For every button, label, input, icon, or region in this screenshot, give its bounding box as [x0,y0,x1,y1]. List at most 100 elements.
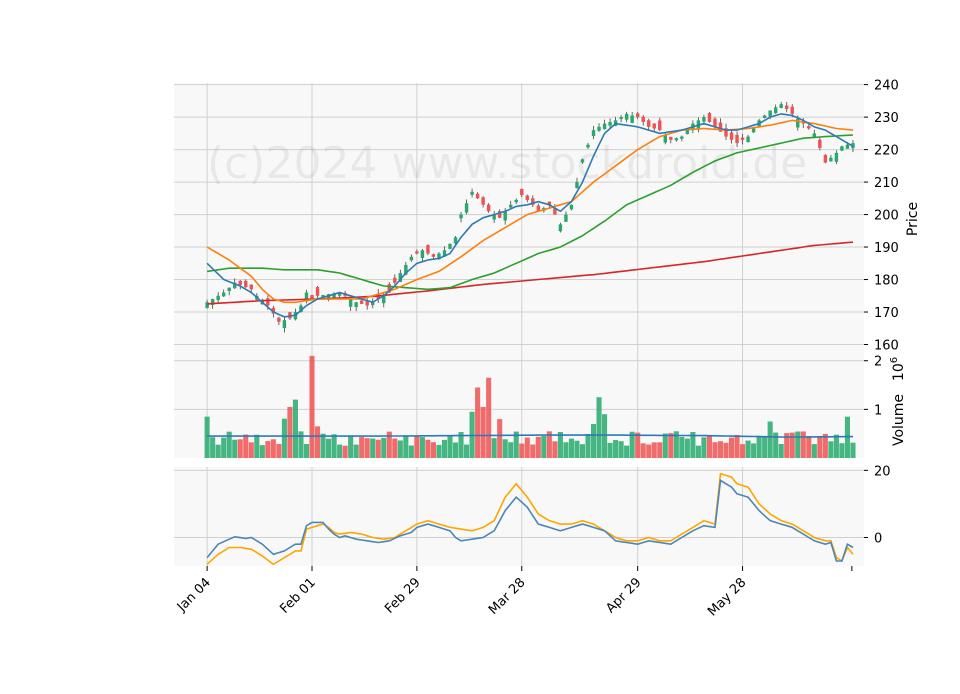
candle-body [310,295,314,300]
volume-bar [326,438,332,458]
volume-bar [684,438,690,458]
candle-body [652,123,656,129]
candle-body [271,307,276,314]
candle-body [768,110,772,117]
volume-bar [662,433,668,458]
candle-body [481,197,485,205]
candle-body [647,120,651,127]
candle-body [635,113,640,118]
volume-bar [690,431,696,458]
candle-body [796,118,800,128]
candle-body [431,254,436,257]
volume-axis-label: Volume [891,394,907,446]
candle-body [740,137,745,140]
volume-bar [557,431,563,458]
x-tick-label: May 28 [705,575,749,619]
volume-bar [524,437,530,458]
volume-bar [624,445,630,458]
volume-bar [607,442,613,458]
candle-body [536,205,541,212]
volume-bar [303,444,310,458]
candle-body [591,130,596,137]
volume-tick-label: 2 [874,355,882,370]
volume-bar [436,444,442,458]
candle-body [597,126,601,131]
candle-body [547,201,552,205]
volume-bar [728,437,735,458]
volume-bar [778,444,784,458]
volume-bar [817,435,823,458]
volume-bar [337,444,343,458]
volume-bar [486,377,492,458]
volume-bar [828,441,834,458]
candle-body [420,250,425,259]
osc-tick-label: 20 [874,464,891,479]
sma50-line [206,134,854,291]
volume-bar [403,435,409,458]
candle-body [624,113,629,120]
candle-body [834,152,839,162]
candle-body [475,193,480,199]
volume-bar [226,431,232,458]
candle-body [404,264,408,275]
candle-body [729,132,734,140]
volume-bar [734,434,740,458]
volume-bar [789,432,795,458]
candle-body [227,287,231,291]
candle-body [674,138,679,141]
price-tick-label: 190 [874,241,899,256]
candle-body [205,302,209,309]
candle-body [337,292,342,296]
volume-bar [596,397,602,458]
volume-bar [204,416,210,458]
candle-body [829,157,833,162]
volume-bar [309,355,315,458]
volume-bar [629,431,635,458]
candle-body [277,317,281,322]
candle-body [564,214,568,222]
price-tick-label: 230 [874,111,899,126]
candle-body [393,277,397,283]
candle-body [773,107,778,114]
candle-body [525,195,529,200]
candle-body [619,117,623,120]
candle-body [531,198,535,205]
watermark: (c)2024 www.stockdroid.de [207,138,807,189]
candle-body [602,123,607,130]
candle-body [497,211,502,218]
volume-bar [254,434,260,458]
candle-body [448,243,452,249]
volume-bar [767,421,773,458]
candle-body [470,191,474,195]
volume-bar [281,418,287,458]
price-tick-label: 170 [874,306,899,321]
candle-body [315,287,320,296]
candle-body [663,134,667,143]
volume-bar [806,436,812,458]
volume-bar [519,443,525,458]
volume-bar [441,439,448,458]
volume-bar [773,432,779,458]
candle-body [486,204,491,212]
volume-bar [717,441,724,458]
candle-body [724,128,728,137]
volume-bar [386,431,392,458]
volume-bar [480,406,486,458]
volume-bar [215,444,221,458]
volume-bar [541,436,547,458]
volume-bar [475,387,481,458]
volume-bar [425,439,431,458]
candle-body [398,273,403,282]
candle-body [216,295,220,300]
candle-body [382,295,386,304]
candle-body [348,299,353,307]
volume-bar [452,442,459,458]
volume-bar [640,443,646,458]
volume-bar [546,431,552,458]
volume-bar [276,443,282,458]
volume-tick-label: 1 [874,403,882,418]
volume-bar [668,433,674,458]
volume-bar [430,442,436,458]
candle-body [630,115,634,123]
sma20-line [206,119,854,304]
